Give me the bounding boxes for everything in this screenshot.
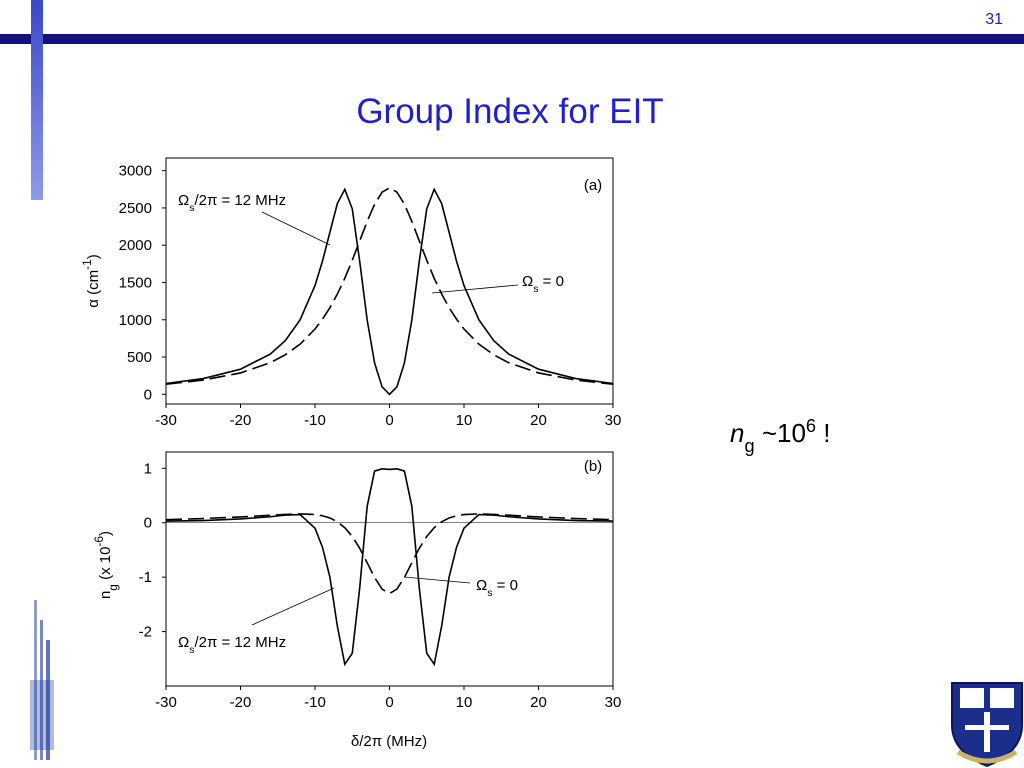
text-part: ) <box>85 254 102 259</box>
data-line <box>165 187 614 396</box>
x-tick-label: -10 <box>304 412 326 429</box>
header-bar <box>0 34 1024 44</box>
series-label: Ωs = 0 <box>476 577 518 599</box>
text-part: Ω <box>178 192 189 209</box>
x-axis-label: δ/2π (MHz) <box>351 733 427 750</box>
y-axis-label: α (cm-1) <box>80 254 102 307</box>
series-label: Ωs/2π = 12 MHz <box>178 634 286 656</box>
side-bar <box>31 0 43 200</box>
y-tick-label: 2500 <box>119 200 152 217</box>
x-tick-label: -10 <box>304 694 326 711</box>
y-tick-label: 0 <box>144 386 152 403</box>
x-tick-label: 30 <box>605 694 622 711</box>
x-tick-label: -30 <box>155 412 177 429</box>
text-part: g <box>106 584 120 591</box>
y-tick-label: 3000 <box>119 163 152 180</box>
decoration-dots <box>30 600 54 760</box>
text-part: n <box>730 418 744 448</box>
text-part: /2π = 12 MHz <box>194 634 286 651</box>
y-tick-label: -1 <box>139 569 152 586</box>
text-part: ~10 <box>755 418 806 448</box>
text-part: /2π = 12 MHz <box>194 192 286 209</box>
y-axis-label: ng (x 10-6) <box>92 531 120 599</box>
page-number: 31 <box>985 11 1003 28</box>
y-tick-label: 0 <box>144 515 152 532</box>
text-part: Ω <box>476 577 487 594</box>
x-tick-label: 10 <box>456 412 473 429</box>
text-part: (x 10 <box>97 547 114 585</box>
text-part: ! <box>816 418 830 448</box>
y-tick-label: 1000 <box>119 312 152 329</box>
text-part: s <box>189 202 194 214</box>
text-part: s <box>487 587 492 599</box>
text-part: n <box>97 591 114 599</box>
text-part: = 0 <box>538 273 563 290</box>
chart: 10-1-2-30 -20 -10 0 10 20 30(b)ng (x 10-6)δ/2π… <box>92 451 622 750</box>
text-part: ) <box>97 531 114 536</box>
x-tick-label: 0 <box>385 694 393 711</box>
panel-label: (a) <box>584 177 602 194</box>
logo <box>951 682 1023 768</box>
text-part: s <box>533 283 538 295</box>
text-part: Ω <box>522 273 533 290</box>
x-tick-label: 30 <box>605 412 622 429</box>
text-part: -6 <box>92 536 106 547</box>
y-tick-label: 1 <box>144 460 152 477</box>
text-part: 6 <box>806 416 816 436</box>
slide-title: Group Index for EIT <box>356 92 663 131</box>
y-tick-label: 500 <box>127 349 152 366</box>
chart: 0 500 1000 1500 2000 2500 3000 -30 -20 -10 0 10 20 30… <box>80 157 622 429</box>
x-tick-label: 20 <box>530 694 547 711</box>
data-line <box>165 513 614 595</box>
x-tick-label: 10 <box>456 694 473 711</box>
text-part: s <box>189 644 194 656</box>
text-part: g <box>744 436 754 456</box>
series-label: Ωs/2π = 12 MHz <box>178 192 286 214</box>
data-line <box>165 468 614 667</box>
y-tick-label: -2 <box>139 624 152 641</box>
x-tick-label: 20 <box>530 412 547 429</box>
panel-label: (b) <box>584 458 602 475</box>
annotation-leaders <box>251 211 519 626</box>
text-part: α (cm <box>85 270 102 308</box>
text-part: Ω <box>178 634 189 651</box>
note: ng ~106 ! <box>730 416 831 456</box>
text-part: -1 <box>80 259 94 270</box>
x-tick-label: -20 <box>230 412 252 429</box>
x-tick-label: -20 <box>230 694 252 711</box>
series-label: Ωs = 0 <box>522 273 564 295</box>
text-part: = 0 <box>492 577 517 594</box>
y-tick-label: 2000 <box>119 237 152 254</box>
y-tick-label: 1500 <box>119 274 152 291</box>
x-tick-label: 0 <box>385 412 393 429</box>
x-tick-label: -30 <box>155 694 177 711</box>
